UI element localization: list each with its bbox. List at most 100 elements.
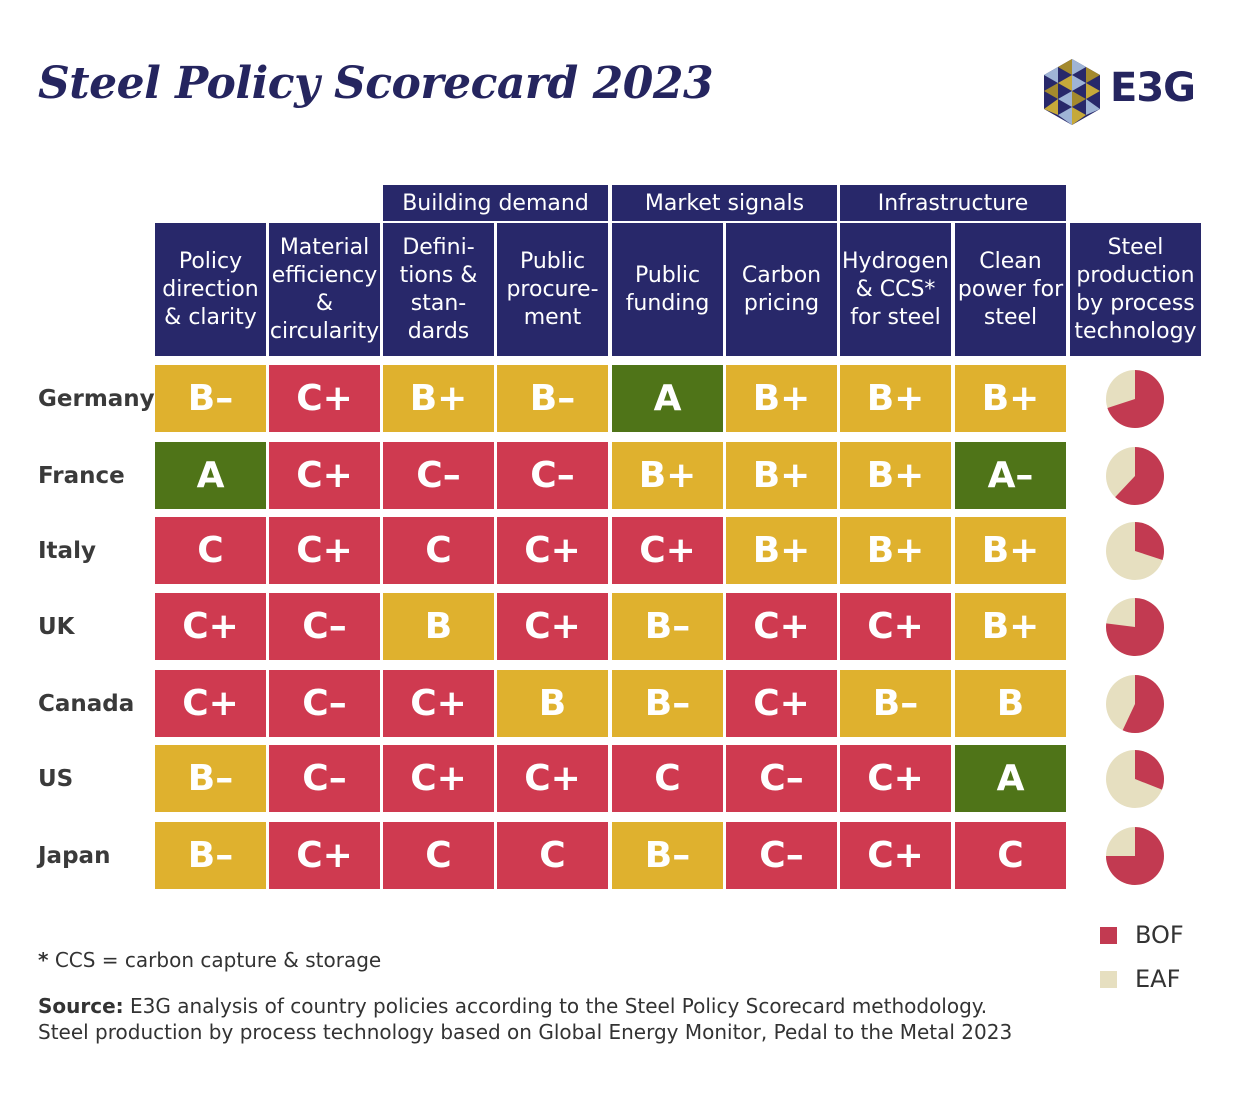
row-label-italy: Italy (38, 537, 96, 564)
grade-cell: C (497, 822, 608, 889)
group-header-2: Market signals (612, 185, 837, 221)
legend-swatch (1100, 970, 1117, 988)
row-label-germany: Germany (38, 385, 155, 412)
legend-label: EAF (1135, 965, 1181, 993)
grade-cell: C+ (155, 593, 266, 660)
pie-slice-bof (1135, 750, 1164, 790)
process-pie-japan (1106, 827, 1164, 885)
grade-cell: B+ (383, 365, 494, 432)
grade-cell: B (955, 670, 1066, 737)
pie-slice-bof (1106, 827, 1164, 885)
grade-cell: B+ (840, 365, 951, 432)
row-label-canada: Canada (38, 690, 135, 717)
source-line-2: Steel production by process technology b… (38, 1020, 1013, 1044)
process-pie-france (1106, 447, 1164, 505)
process-pie-germany (1106, 370, 1164, 428)
source-label: Source: (38, 994, 124, 1018)
grade-cell: C– (497, 442, 608, 509)
row-label-japan: Japan (38, 842, 111, 869)
pie-slice-bof (1135, 522, 1164, 560)
group-header-1: Building demand (383, 185, 608, 221)
logo-hexagon-icon (1044, 59, 1100, 125)
pie-slice-bof (1122, 675, 1164, 733)
grade-cell: C– (726, 745, 837, 812)
grade-cell: C (155, 517, 266, 584)
grade-cell: C+ (269, 442, 380, 509)
grade-cell: C+ (840, 822, 951, 889)
grade-cell: B+ (726, 517, 837, 584)
column-header-8: Clean power for steel (955, 223, 1066, 356)
grade-cell: B+ (955, 365, 1066, 432)
grade-cell: B+ (840, 517, 951, 584)
grade-cell: A– (955, 442, 1066, 509)
grade-cell: C+ (269, 365, 380, 432)
grade-cell: C– (269, 670, 380, 737)
footnote-marker: * (38, 948, 49, 972)
grade-cell: B– (612, 822, 723, 889)
source-line-1: E3G analysis of country policies accordi… (130, 994, 988, 1018)
grade-cell: B– (612, 593, 723, 660)
process-pie-italy (1106, 522, 1164, 580)
column-header-3: Defini- tions & stan- dards (383, 223, 494, 356)
grade-cell: B+ (726, 365, 837, 432)
column-header-7: Hydrogen & CCS* for steel (840, 223, 951, 356)
source-note: Source: E3G analysis of country policies… (38, 993, 1012, 1045)
column-header-6: Carbon pricing (726, 223, 837, 356)
grade-cell: C+ (840, 593, 951, 660)
grade-cell: B+ (726, 442, 837, 509)
pie-slice-bof (1107, 370, 1164, 428)
grade-cell: C– (726, 822, 837, 889)
grade-cell: B– (155, 365, 266, 432)
column-header-5: Public funding (612, 223, 723, 356)
column-header-1: Policy direction & clarity (155, 223, 266, 356)
grade-cell: C+ (612, 517, 723, 584)
grade-cell: C (955, 822, 1066, 889)
process-pie-us (1106, 750, 1164, 808)
grade-cell: B– (155, 745, 266, 812)
grade-cell: C+ (840, 745, 951, 812)
grade-cell: C– (269, 745, 380, 812)
grade-cell: C+ (497, 593, 608, 660)
grade-cell: C+ (383, 670, 494, 737)
grade-cell: C+ (383, 745, 494, 812)
grade-cell: C+ (497, 745, 608, 812)
grade-cell: B+ (955, 517, 1066, 584)
page-title: Steel Policy Scorecard 2023 (38, 58, 714, 109)
grade-cell: B (497, 670, 608, 737)
grade-cell: C+ (269, 822, 380, 889)
legend-item-eaf: EAF (1100, 964, 1180, 994)
grade-cell: C+ (155, 670, 266, 737)
row-label-uk: UK (38, 613, 75, 640)
grade-cell: C+ (269, 517, 380, 584)
grade-cell: A (155, 442, 266, 509)
grade-cell: C– (269, 593, 380, 660)
legend-item-bof: BOF (1100, 920, 1184, 950)
legend-swatch (1100, 926, 1117, 944)
process-pie-uk (1106, 598, 1164, 656)
grade-cell: C– (383, 442, 494, 509)
grade-cell: B– (497, 365, 608, 432)
row-label-us: US (38, 765, 74, 792)
footnote: * CCS = carbon capture & storage (38, 948, 381, 972)
grade-cell: B– (155, 822, 266, 889)
pie-slice-bof (1106, 598, 1164, 656)
grade-cell: B+ (840, 442, 951, 509)
grade-cell: B (383, 593, 494, 660)
grade-cell: C+ (726, 593, 837, 660)
legend-label: BOF (1135, 921, 1184, 949)
grade-cell: B– (840, 670, 951, 737)
grade-cell: B+ (612, 442, 723, 509)
logo-text: E3G (1110, 65, 1196, 111)
pie-slice-bof (1115, 447, 1164, 505)
grade-cell: B– (612, 670, 723, 737)
column-header-2: Material efficiency & circularity (269, 223, 380, 356)
column-header-4: Public procure- ment (497, 223, 608, 356)
grade-cell: B+ (955, 593, 1066, 660)
group-header-3: Infrastructure (840, 185, 1066, 221)
e3g-logo: E3G (1040, 57, 1200, 127)
grade-cell: A (612, 365, 723, 432)
grade-cell: C+ (497, 517, 608, 584)
grade-cell: A (955, 745, 1066, 812)
footnote-text: CCS = carbon capture & storage (54, 948, 382, 972)
column-header-9: Steel production by process technology (1070, 223, 1201, 356)
